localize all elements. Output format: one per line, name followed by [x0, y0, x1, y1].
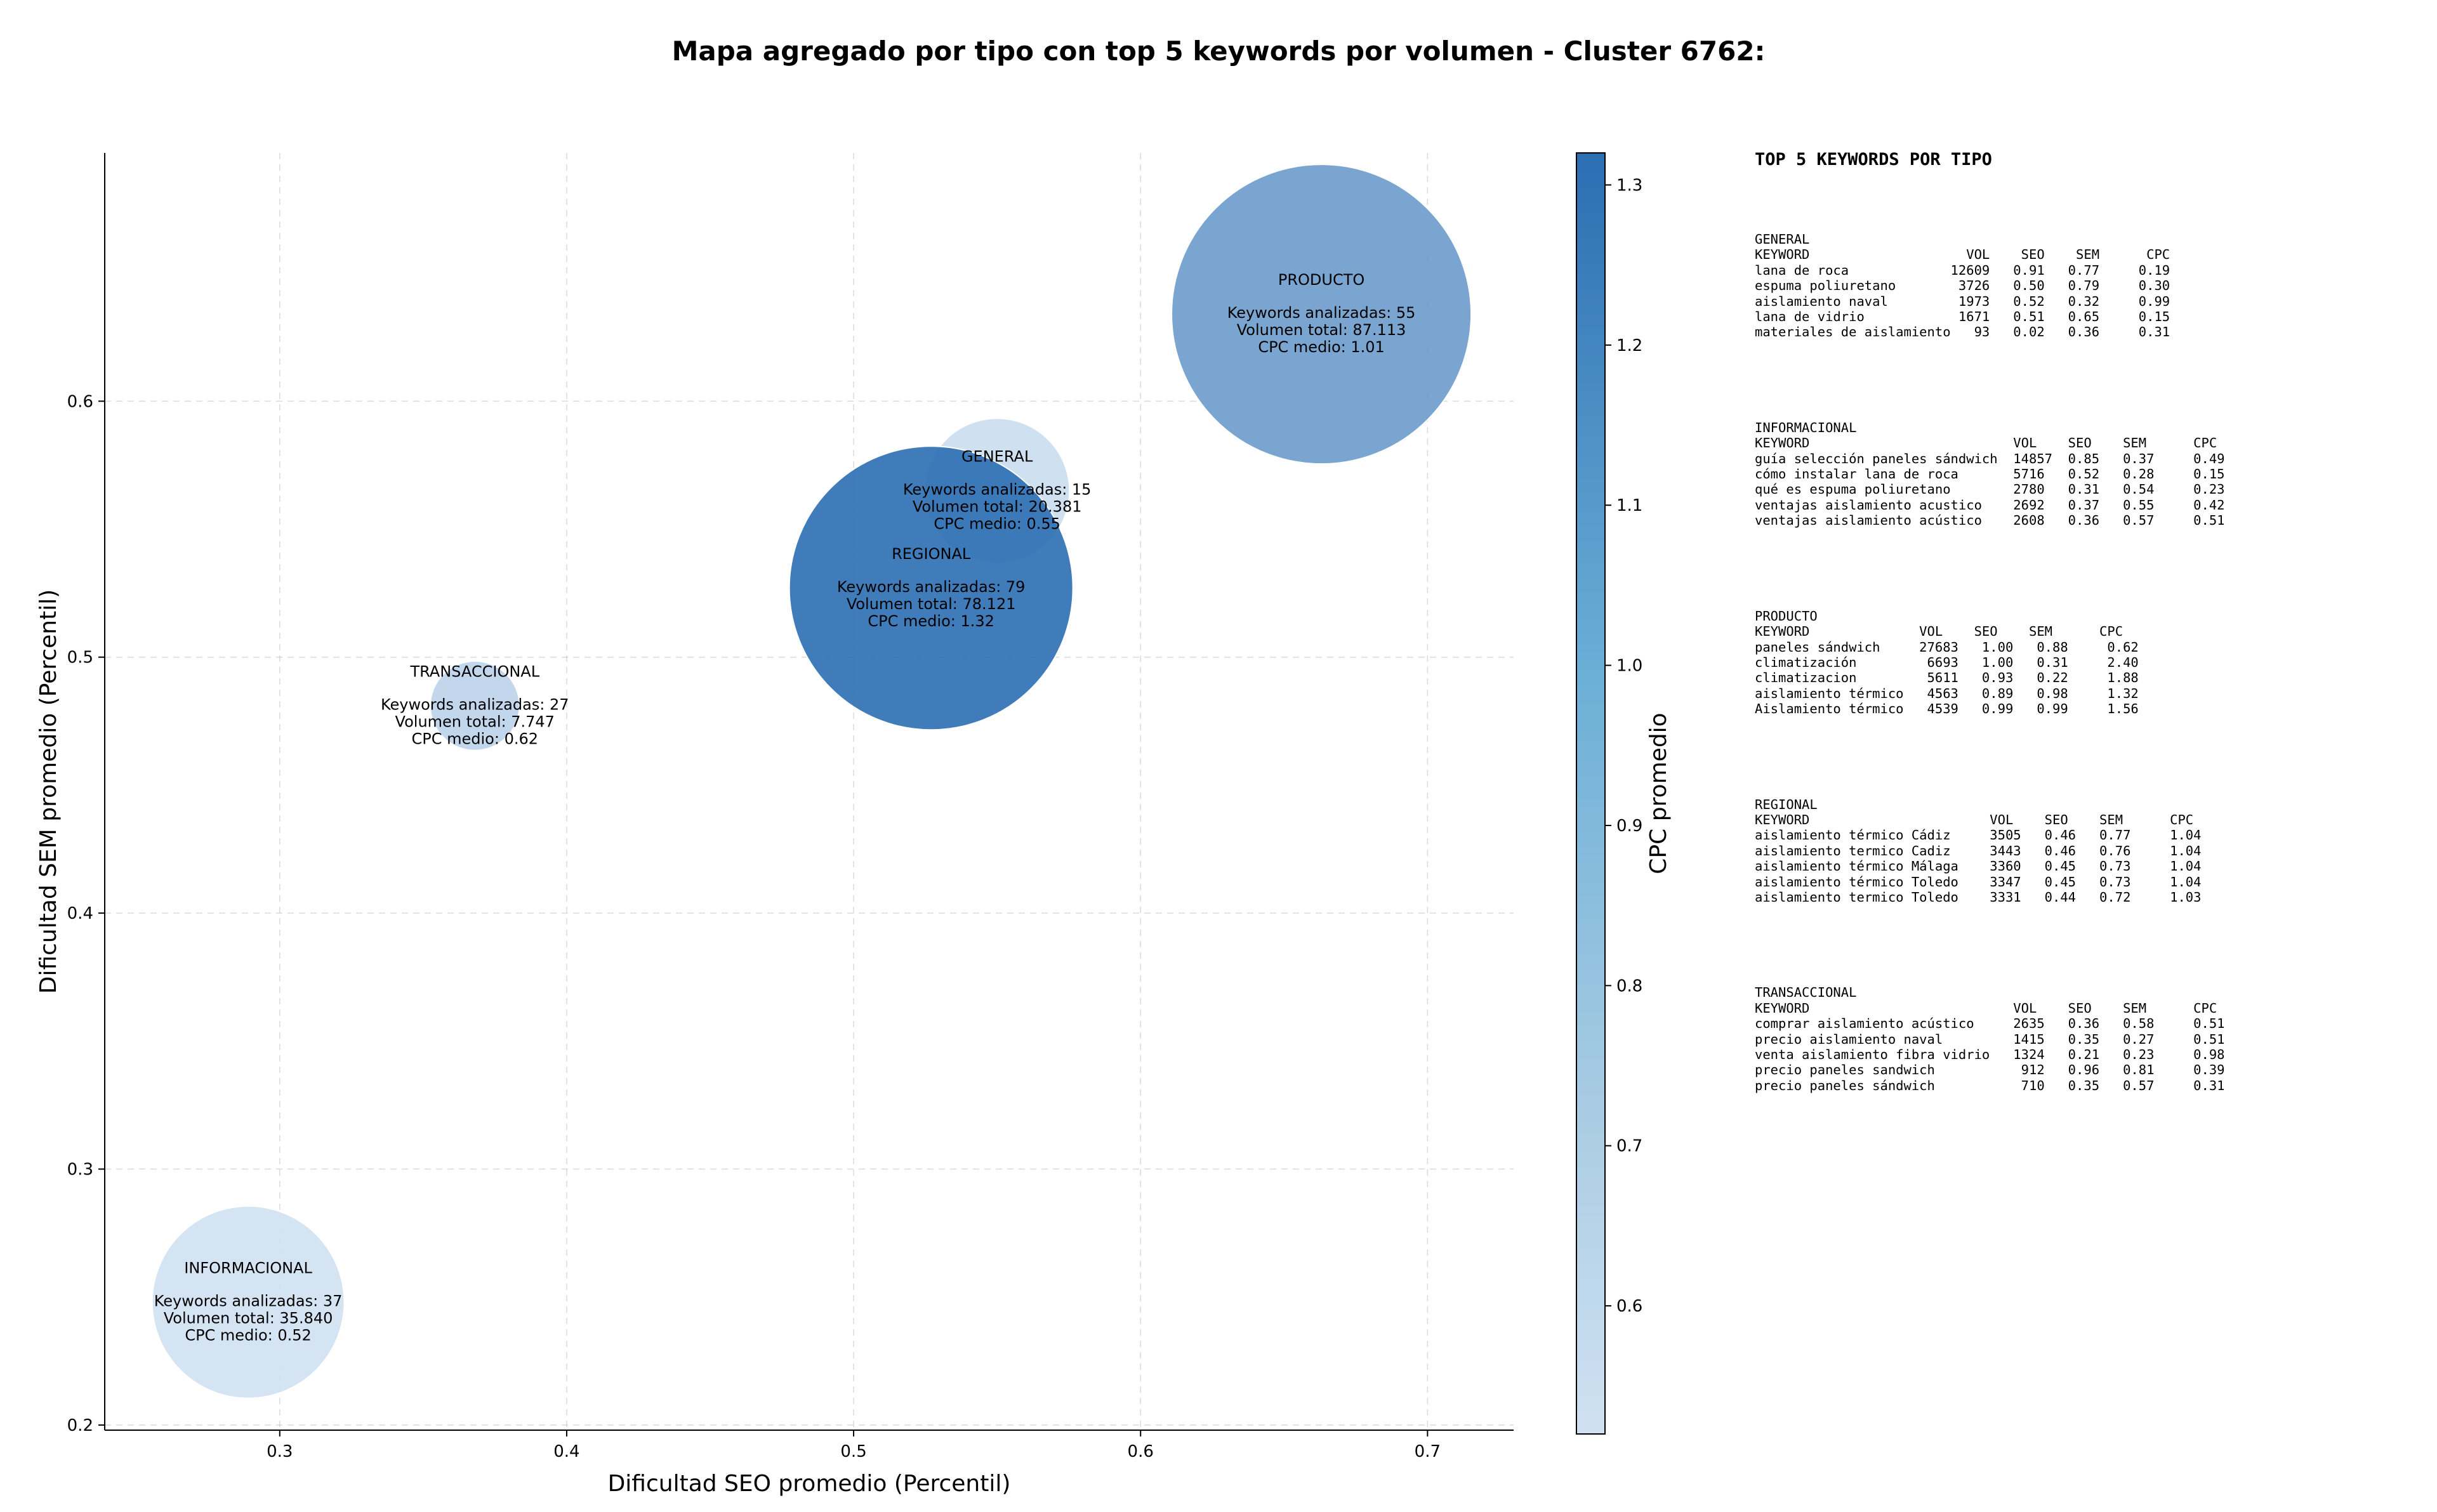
colorbar-tick-label: 0.9: [1616, 817, 1642, 836]
bubble-label: TRANSACCIONAL: [409, 662, 539, 680]
tables-heading: TOP 5 KEYWORDS POR TIPO: [1755, 150, 1992, 169]
colorbar-tick-label: 1.2: [1616, 336, 1642, 355]
keyword-table-text: PRODUCTO KEYWORD VOL SEO SEM CPC paneles…: [1755, 608, 2139, 717]
bubble-cpc-label: CPC medio: 0.55: [934, 515, 1060, 532]
keyword-table-text: REGIONAL KEYWORD VOL SEO SEM CPC aislami…: [1755, 796, 2202, 905]
bubble-volume-label: Volumen total: 20.381: [913, 497, 1082, 515]
bubble-label: GENERAL: [961, 447, 1033, 465]
keyword-table-producto: PRODUCTO KEYWORD VOL SEO SEM CPC paneles…: [1755, 608, 2427, 717]
bubble-keywords-label: Keywords analizadas: 55: [1227, 304, 1416, 322]
keyword-table-text: INFORMACIONAL KEYWORD VOL SEO SEM CPC gu…: [1755, 419, 2225, 529]
x-tick-label: 0.4: [553, 1442, 579, 1461]
colorbar-gradient: [1576, 152, 1606, 1435]
x-tick-label: 0.3: [267, 1442, 293, 1461]
bubble-label: INFORMACIONAL: [184, 1259, 312, 1277]
x-tick-label: 0.7: [1415, 1442, 1441, 1461]
colorbar-tick-label: 0.6: [1616, 1297, 1642, 1316]
colorbar-tick-label: 1.3: [1616, 176, 1642, 195]
colorbar-tick-label: 1.1: [1616, 496, 1642, 515]
bubble-volume-label: Volumen total: 35.840: [164, 1309, 333, 1327]
bubble: [429, 660, 520, 751]
colorbar-label: CPC promedio: [1646, 713, 1672, 874]
bubble-cpc-label: CPC medio: 0.52: [185, 1326, 312, 1344]
keyword-table-informacional: INFORMACIONAL KEYWORD VOL SEO SEM CPC gu…: [1755, 420, 2427, 529]
bubble: [151, 1205, 345, 1399]
axes: 0.3 0.4 0.5 0.6 0.7 0.2 0.3 0.4 0.5 0.6 Dificultad…: [36, 153, 1514, 1497]
bubbles: [151, 164, 1472, 1399]
keyword-table-text: TRANSACCIONAL KEYWORD VOL SEO SEM CPC co…: [1755, 985, 2225, 1093]
bubble-cpc-label: CPC medio: 0.62: [412, 730, 539, 747]
x-tick-label: 0.5: [840, 1442, 866, 1461]
keyword-tables-panel: TOP 5 KEYWORDS POR TIPO GENERAL KEYWORD …: [1755, 150, 2427, 1173]
y-tick-label: 0.4: [67, 904, 93, 923]
y-axis-label: Dificultad SEM promedio (Percentil): [36, 589, 62, 994]
colorbar: 0.6 0.7 0.8 0.9 1.0 1.1 1.2 1.3 CPC promedio: [1576, 152, 1672, 1435]
bubble-keywords-label: Keywords analizadas: 37: [154, 1292, 343, 1310]
bubble-keywords-label: Keywords analizadas: 27: [381, 695, 569, 713]
keyword-table-regional: REGIONAL KEYWORD VOL SEO SEM CPC aislami…: [1755, 797, 2427, 905]
y-tick-label: 0.3: [67, 1160, 93, 1180]
keyword-table-transaccional: TRANSACCIONAL KEYWORD VOL SEO SEM CPC co…: [1755, 985, 2427, 1093]
colorbar-tick-label: 0.8: [1616, 976, 1642, 996]
bubble-keywords-label: Keywords analizadas: 79: [837, 578, 1026, 596]
x-tick-label: 0.6: [1128, 1442, 1154, 1461]
y-tick-label: 0.6: [67, 392, 93, 411]
bubble-label: REGIONAL: [892, 545, 971, 563]
bubble: [788, 445, 1074, 731]
keyword-table-general: GENERAL KEYWORD VOL SEO SEM CPC lana de …: [1755, 232, 2427, 340]
y-tick-label: 0.2: [67, 1416, 93, 1435]
bubble-cpc-label: CPC medio: 1.32: [868, 612, 994, 630]
bubble-cpc-label: CPC medio: 1.01: [1258, 338, 1385, 356]
bubble-volume-label: Volumen total: 87.113: [1237, 321, 1406, 339]
bubble-volume-label: Volumen total: 7.747: [395, 713, 555, 730]
colorbar-tick-label: 1.0: [1616, 657, 1642, 676]
chart-title: Mapa agregado por tipo con top 5 keyword…: [671, 36, 1766, 67]
keyword-table-text: GENERAL KEYWORD VOL SEO SEM CPC lana de …: [1755, 232, 2170, 340]
colorbar-tick-label: 0.7: [1616, 1137, 1642, 1156]
bubble: [1171, 164, 1472, 465]
y-tick-label: 0.5: [67, 648, 93, 667]
bubble-volume-label: Volumen total: 78.121: [847, 595, 1016, 613]
bubble-label: PRODUCTO: [1278, 271, 1364, 289]
x-axis-label: Dificultad SEO promedio (Percentil): [608, 1471, 1011, 1497]
bubble-keywords-label: Keywords analizadas: 15: [903, 480, 1092, 498]
